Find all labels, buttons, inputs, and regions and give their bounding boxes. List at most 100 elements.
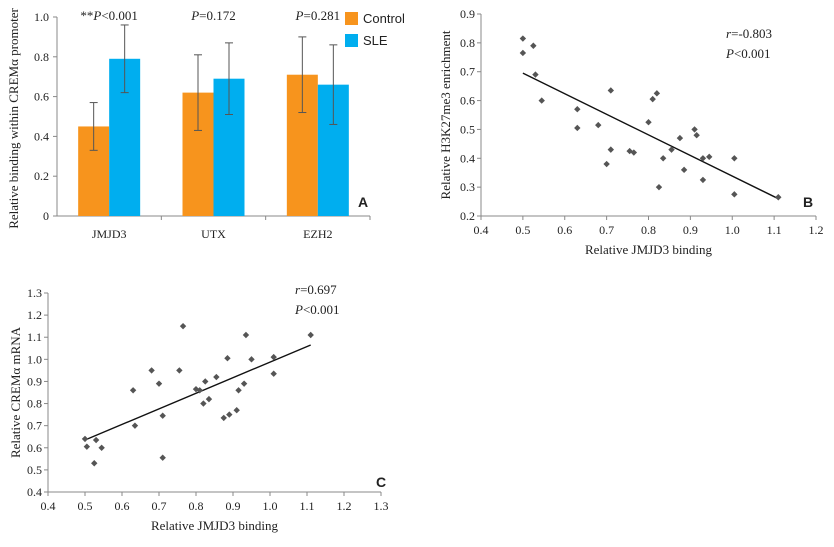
y-tick-label: 0.5 [27,463,42,477]
data-point [226,411,233,418]
data-point [630,149,638,156]
data-point [92,436,100,444]
panel-label: C [376,474,386,490]
y-tick-label: 0.6 [27,441,42,455]
x-tick-label: 0.9 [226,499,241,513]
x-tick-label: 0.9 [683,223,698,237]
y-axis-title: Relative binding within CREMα promoter [6,8,21,229]
data-point [307,331,314,339]
y-tick-label: 0.7 [27,419,42,433]
data-point [129,387,137,394]
x-category-label: UTX [201,227,226,241]
data-point [645,119,652,126]
stat-annotation: P<0.001 [294,302,340,317]
y-tick-label: 1.1 [27,330,42,344]
data-point [538,97,545,104]
data-point [248,356,255,363]
data-point [240,380,248,387]
panel-c-scatter-plot: 0.4 0.5 0.6 0.7 0.8 0.9 1.0 1.1 1.2 1.3 0.4 0.5 0.6 0… [8,282,389,533]
data-point [176,367,183,374]
data-point [649,95,656,103]
significance-annotation: P=0.281 [295,8,341,23]
data-point [233,406,240,414]
x-tick-label: 0.5 [515,223,530,237]
x-category-label: EZH2 [303,227,332,241]
data-point [242,331,250,339]
data-point [706,153,713,161]
y-tick-label: 0.2 [34,169,49,183]
y-tick-label: 1.0 [34,10,49,24]
y-axis-title: Relative H3K27me3 enrichment [438,30,453,199]
data-point [81,435,89,443]
stat-annotation: r=-0.803 [726,26,772,41]
data-point [699,155,707,162]
y-tick-label: 0.5 [460,122,475,136]
y-tick-label: 1.2 [27,308,42,322]
panel-label: B [803,194,813,210]
data-point [179,322,187,330]
data-point [691,126,698,133]
x-tick-label: 0.6 [557,223,572,237]
y-tick-label: 0.2 [460,209,475,223]
data-point [574,106,581,113]
y-tick-label: 0.8 [27,397,42,411]
x-tick-label: 0.4 [41,499,56,513]
data-point [196,387,203,394]
x-tick-label: 0.7 [152,499,167,513]
data-point [205,395,213,403]
y-tick-label: 0.8 [34,50,49,64]
data-point [653,90,661,97]
y-tick-label: 0.7 [460,65,475,79]
data-point [731,191,738,198]
data-point [148,367,155,374]
x-tick-label: 1.2 [809,223,824,237]
significance-annotation: P=0.172 [190,8,236,23]
y-tick-label: 0.8 [460,36,475,50]
y-tick-label: 0.9 [27,374,42,388]
data-point [680,166,688,174]
data-point [676,134,684,142]
data-point [775,194,782,201]
data-point [131,422,139,429]
data-point [603,160,610,168]
stat-annotation: r=0.697 [295,282,337,297]
data-point [213,373,220,381]
legend-label-sle: SLE [363,33,388,48]
data-point [655,183,663,191]
y-tick-label: 0.9 [460,7,475,21]
y-tick-label: 0.4 [27,485,42,499]
y-tick-label: 0.6 [460,94,475,108]
legend-swatch-sle [345,34,358,47]
y-tick-label: 0 [43,209,49,223]
y-tick-label: 0.4 [460,151,475,165]
x-axis-title: Relative JMJD3 binding [151,518,279,533]
data-point [595,121,602,129]
data-point [659,155,667,162]
data-point [668,146,675,153]
x-tick-label: 1.0 [263,499,278,513]
data-point [235,387,242,394]
x-tick-label: 0.4 [474,223,489,237]
y-axis-title: Relative CREMα mRNA [8,326,23,458]
x-tick-label: 1.1 [767,223,782,237]
y-tick-label: 1.0 [27,352,42,366]
data-point [607,87,615,94]
x-tick-label: 1.1 [300,499,315,513]
data-point [607,146,615,153]
data-point [270,353,277,361]
data-point [731,155,738,162]
data-point [192,385,200,393]
x-tick-label: 1.0 [725,223,740,237]
significance-annotation: **P<0.001 [80,8,138,23]
data-point [270,370,277,377]
stat-annotation: P<0.001 [725,46,771,61]
data-point [202,378,209,385]
data-point [159,412,166,419]
data-point [532,71,539,78]
x-tick-label: 0.5 [78,499,93,513]
x-category-label: JMJD3 [92,227,127,241]
data-point [91,460,98,467]
x-tick-label: 1.3 [374,499,389,513]
data-point [530,42,537,49]
y-tick-label: 1.3 [27,286,42,300]
